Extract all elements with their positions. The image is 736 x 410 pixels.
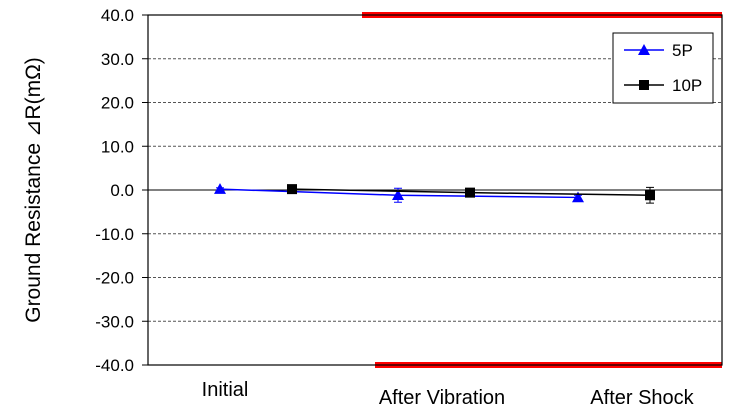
- legend-label-5P: 5P: [672, 41, 693, 60]
- legend-box: [612, 32, 714, 104]
- y-tick-labels: 40.0 30.0 20.0 10.0 0.0 -10.0 -20.0 -30.0 -40.0: [95, 6, 134, 375]
- y-tick-label: -40.0: [95, 356, 134, 375]
- axes: [142, 14, 723, 366]
- y-tick-label: 20.0: [101, 94, 134, 113]
- y-axis-label: Ground Resistance ⊿R(mΩ): [22, 57, 45, 323]
- x-category-label: After Vibration: [379, 387, 505, 409]
- series-group: [214, 183, 655, 204]
- y-tick-label: -20.0: [95, 269, 134, 288]
- data-point-5P: [572, 191, 584, 203]
- legend-marker-10P: [639, 80, 649, 90]
- data-point-5P: [214, 183, 226, 194]
- data-point-5P: [392, 189, 404, 201]
- y-tick-label: 30.0: [101, 50, 134, 69]
- x-category-label: After Shock: [590, 387, 694, 409]
- y-tick-label: -30.0: [95, 312, 134, 331]
- y-tick-label: -10.0: [95, 225, 134, 244]
- data-point-10P: [287, 184, 297, 195]
- legend-marker-5P: [638, 44, 650, 55]
- y-tick-label: 10.0: [101, 137, 134, 156]
- legend: 5P 10P: [612, 32, 714, 104]
- x-category-labels: Initial After Vibration After Shock: [202, 379, 695, 409]
- legend-label-10P: 10P: [672, 76, 702, 95]
- data-point-10P: [465, 187, 475, 198]
- x-category-label: Initial: [202, 379, 249, 401]
- y-tick-label: 40.0: [101, 6, 134, 25]
- data-point-10P: [645, 190, 655, 201]
- y-tick-label: 0.0: [110, 181, 134, 200]
